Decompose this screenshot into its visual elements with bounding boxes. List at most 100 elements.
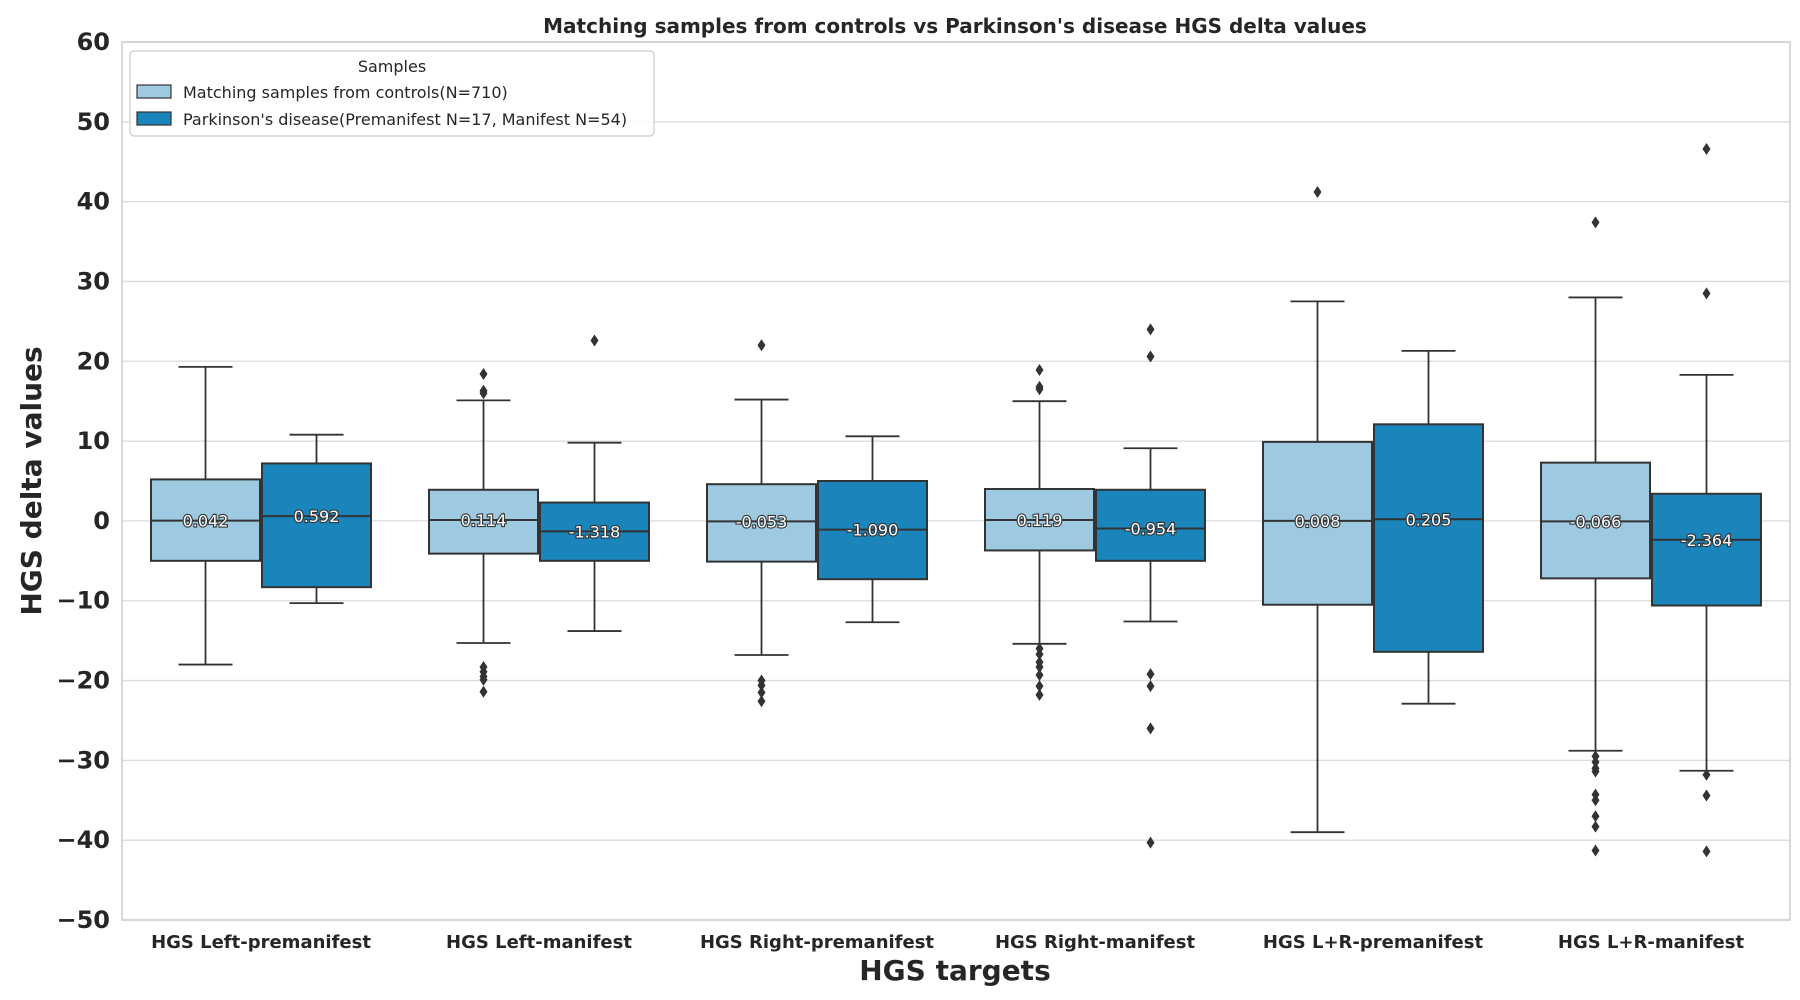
median-value-label: -0.954 — [1125, 520, 1177, 539]
outlier-point — [1702, 287, 1711, 300]
outlier-point — [757, 679, 766, 692]
box-iqr — [1262, 440, 1373, 606]
outlier-point — [1313, 186, 1322, 199]
box-parkinsons-5: 0.205 — [1373, 349, 1484, 705]
legend: Samples Matching samples from controls(N… — [129, 50, 655, 137]
median-value-label: 0.205 — [1406, 510, 1452, 529]
outlier-point — [1591, 844, 1600, 857]
x-axis-ticks: HGS Left-premanifest HGS Left-manifest HGS… — [151, 932, 1744, 953]
plot-area-frame — [121, 41, 1791, 921]
outlier-point — [1591, 755, 1600, 768]
outlier-point — [1035, 668, 1044, 681]
x-tick-label: HGS Left-premanifest — [151, 932, 371, 953]
outlier-point — [1035, 383, 1044, 396]
box-parkinsons-6: -2.364 — [1651, 142, 1762, 858]
outlier-point — [1035, 680, 1044, 693]
box-plot-groups: 0.042 0.592 0.114 -1.318 -0.053 -1.090 0.119 -0… — [150, 142, 1762, 858]
outlier-point — [1702, 845, 1711, 858]
median-value-label: 0.114 — [461, 511, 507, 530]
legend-label-controls: Matching samples from controls(N=710) — [183, 83, 508, 102]
box-parkinsons-2: -1.318 — [539, 334, 650, 632]
y-tick-label: −40 — [56, 826, 110, 854]
x-tick-label: HGS L+R-premanifest — [1263, 932, 1484, 953]
box-controls-2: 0.114 — [428, 368, 539, 698]
median-value-label: -2.364 — [1681, 531, 1733, 550]
outlier-point — [479, 685, 488, 698]
box-controls-5: 0.008 — [1262, 186, 1373, 834]
outlier-point — [1146, 680, 1155, 693]
x-axis-label: HGS targets — [859, 954, 1051, 987]
y-tick-label: 40 — [77, 188, 110, 216]
box-parkinsons-1: 0.592 — [261, 433, 372, 605]
grid-lines — [122, 41, 1790, 921]
y-axis-label: HGS delta values — [15, 346, 48, 615]
y-tick-label: 0 — [93, 507, 110, 535]
chart-title: Matching samples from controls vs Parkin… — [543, 14, 1367, 38]
median-value-label: -0.053 — [736, 512, 788, 531]
x-tick-label: HGS L+R-manifest — [1558, 932, 1745, 953]
legend-swatch-parkinsons — [136, 111, 172, 126]
outlier-point — [1591, 794, 1600, 807]
outlier-point — [479, 387, 488, 400]
outlier-point — [1035, 648, 1044, 661]
legend-swatch-controls — [136, 84, 172, 99]
outlier-point — [1146, 323, 1155, 336]
box-controls-4: 0.119 — [984, 364, 1095, 701]
legend-title: Samples — [358, 57, 426, 76]
outlier-point — [757, 339, 766, 352]
median-value-label: -1.318 — [569, 522, 621, 541]
outlier-point — [1702, 789, 1711, 802]
y-axis-ticks: 60 50 40 30 20 10 0 −10 −20 −30 −40 −50 — [56, 28, 110, 934]
legend-frame — [129, 50, 655, 137]
box-iqr — [428, 488, 539, 555]
y-tick-label: −10 — [56, 587, 110, 615]
box-parkinsons-3: -1.090 — [817, 435, 928, 624]
outlier-point — [479, 368, 488, 381]
outlier-point — [1035, 364, 1044, 377]
box-controls-1: 0.042 — [150, 365, 261, 666]
outlier-point — [1702, 768, 1711, 781]
median-value-label: 0.592 — [294, 507, 340, 526]
box-controls-3: -0.053 — [706, 339, 817, 708]
outlier-point — [590, 334, 599, 347]
x-tick-label: HGS Right-manifest — [995, 932, 1196, 953]
legend-label-parkinsons: Parkinson's disease(Premanifest N=17, Ma… — [183, 110, 627, 129]
outlier-point — [1146, 836, 1155, 849]
outlier-point — [1591, 216, 1600, 229]
median-value-label: -1.090 — [847, 521, 899, 540]
x-tick-label: HGS Right-premanifest — [700, 932, 934, 953]
box-iqr — [261, 462, 372, 589]
y-tick-label: −20 — [56, 667, 110, 695]
median-value-label: 0.042 — [183, 512, 229, 531]
box-iqr — [1095, 488, 1206, 562]
outlier-point — [1035, 660, 1044, 673]
outlier-point — [1035, 688, 1044, 701]
box-controls-6: -0.066 — [1540, 216, 1651, 857]
y-tick-label: 50 — [77, 108, 110, 136]
outlier-point — [1591, 765, 1600, 778]
box-iqr — [1373, 423, 1484, 653]
outlier-point — [757, 695, 766, 708]
y-tick-label: 20 — [77, 347, 110, 375]
median-value-label: 0.008 — [1295, 512, 1341, 531]
box-iqr — [1651, 492, 1762, 607]
box-parkinsons-4: -0.954 — [1095, 323, 1206, 849]
y-tick-label: 30 — [77, 267, 110, 295]
y-tick-label: 60 — [77, 28, 110, 56]
x-tick-label: HGS Left-manifest — [446, 932, 632, 953]
outlier-point — [1702, 142, 1711, 155]
outlier-point — [479, 673, 488, 686]
y-tick-label: −50 — [56, 906, 110, 934]
outlier-point — [1146, 350, 1155, 363]
outlier-point — [1591, 820, 1600, 833]
outlier-point — [1591, 810, 1600, 823]
y-tick-label: −30 — [56, 746, 110, 774]
outlier-point — [1146, 722, 1155, 735]
outlier-point — [757, 686, 766, 699]
box-iqr — [706, 483, 817, 563]
median-value-label: -0.066 — [1570, 512, 1622, 531]
median-value-label: 0.119 — [1017, 511, 1063, 530]
outlier-point — [1146, 668, 1155, 681]
y-tick-label: 10 — [77, 427, 110, 455]
